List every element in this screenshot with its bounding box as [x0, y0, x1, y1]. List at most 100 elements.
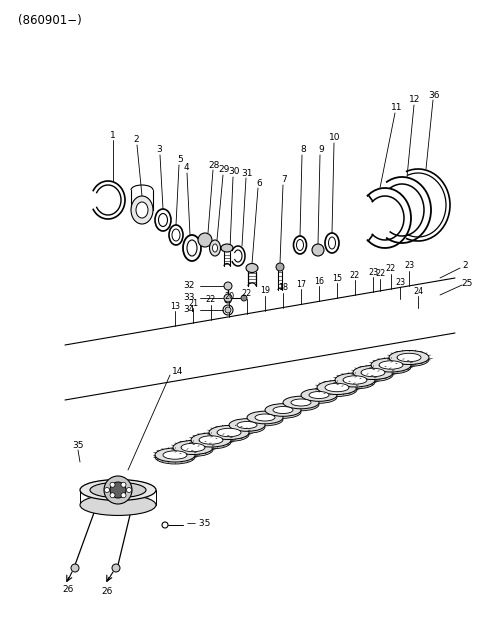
- Text: 22: 22: [386, 265, 396, 273]
- Ellipse shape: [301, 389, 337, 401]
- Circle shape: [224, 294, 232, 302]
- Text: 5: 5: [177, 155, 183, 165]
- Text: 8: 8: [300, 145, 306, 155]
- Text: 31: 31: [241, 168, 253, 177]
- Ellipse shape: [136, 202, 148, 218]
- Ellipse shape: [301, 391, 337, 403]
- Ellipse shape: [172, 229, 180, 241]
- Ellipse shape: [209, 240, 220, 256]
- Ellipse shape: [225, 299, 231, 303]
- Text: 30: 30: [228, 167, 240, 177]
- Ellipse shape: [131, 196, 153, 224]
- Ellipse shape: [379, 361, 403, 369]
- Ellipse shape: [371, 358, 411, 372]
- Circle shape: [241, 295, 247, 301]
- Ellipse shape: [173, 441, 213, 454]
- Ellipse shape: [247, 413, 283, 426]
- Ellipse shape: [217, 428, 241, 437]
- Ellipse shape: [199, 436, 223, 444]
- Text: 33: 33: [183, 293, 195, 303]
- Ellipse shape: [237, 421, 257, 429]
- Ellipse shape: [265, 406, 301, 418]
- Circle shape: [198, 233, 212, 247]
- Circle shape: [225, 307, 231, 313]
- Ellipse shape: [80, 495, 156, 515]
- Ellipse shape: [335, 375, 375, 389]
- Text: 26: 26: [101, 588, 113, 597]
- Ellipse shape: [353, 368, 393, 381]
- Text: 17: 17: [296, 280, 306, 289]
- Circle shape: [127, 487, 132, 492]
- Ellipse shape: [191, 435, 231, 449]
- Text: 20: 20: [224, 292, 234, 301]
- Ellipse shape: [309, 391, 329, 399]
- Ellipse shape: [255, 414, 275, 421]
- Text: 15: 15: [332, 274, 342, 283]
- Text: 18: 18: [278, 283, 288, 292]
- Ellipse shape: [246, 263, 258, 273]
- Text: 1: 1: [110, 130, 116, 140]
- Ellipse shape: [371, 360, 411, 374]
- Ellipse shape: [265, 404, 301, 416]
- Text: 23: 23: [395, 278, 405, 287]
- Ellipse shape: [173, 442, 213, 457]
- Circle shape: [110, 493, 115, 498]
- Text: 4: 4: [183, 163, 189, 172]
- Text: 9: 9: [318, 145, 324, 155]
- Text: 22: 22: [206, 295, 216, 305]
- Ellipse shape: [229, 419, 265, 431]
- Text: 26: 26: [62, 585, 74, 595]
- Ellipse shape: [283, 396, 319, 409]
- Ellipse shape: [389, 351, 429, 364]
- Circle shape: [312, 244, 324, 256]
- Text: 21: 21: [188, 298, 198, 308]
- Text: 22: 22: [375, 270, 385, 278]
- Text: 34: 34: [184, 306, 195, 314]
- Ellipse shape: [291, 399, 311, 406]
- Text: 13: 13: [170, 301, 180, 311]
- Ellipse shape: [80, 480, 156, 500]
- Text: 22: 22: [350, 271, 360, 280]
- Text: 6: 6: [256, 178, 262, 187]
- Text: 24: 24: [413, 287, 423, 296]
- Ellipse shape: [155, 450, 195, 464]
- Circle shape: [105, 487, 109, 492]
- Ellipse shape: [187, 240, 197, 256]
- Circle shape: [110, 482, 126, 498]
- Ellipse shape: [209, 426, 249, 439]
- Ellipse shape: [181, 443, 205, 452]
- Text: 32: 32: [184, 281, 195, 291]
- Ellipse shape: [297, 240, 303, 250]
- Ellipse shape: [353, 366, 393, 379]
- Text: (860901−): (860901−): [18, 14, 82, 27]
- Text: 7: 7: [281, 175, 287, 185]
- Ellipse shape: [90, 482, 146, 498]
- Ellipse shape: [317, 381, 357, 394]
- Text: 22: 22: [242, 290, 252, 298]
- Ellipse shape: [397, 353, 421, 362]
- Ellipse shape: [221, 244, 233, 252]
- Text: 23: 23: [368, 268, 378, 276]
- Text: 12: 12: [409, 95, 420, 104]
- Circle shape: [104, 476, 132, 504]
- Text: — 35: — 35: [187, 519, 210, 527]
- Ellipse shape: [158, 213, 168, 227]
- Circle shape: [121, 493, 126, 498]
- Circle shape: [121, 482, 126, 487]
- Text: 35: 35: [72, 441, 84, 449]
- Text: 23: 23: [404, 261, 414, 270]
- Ellipse shape: [325, 383, 349, 392]
- Ellipse shape: [247, 411, 283, 424]
- Ellipse shape: [155, 448, 195, 462]
- Text: 10: 10: [329, 134, 341, 142]
- Ellipse shape: [361, 368, 385, 377]
- Text: 28: 28: [208, 160, 220, 170]
- Ellipse shape: [389, 353, 429, 366]
- Text: 11: 11: [391, 104, 403, 112]
- Circle shape: [110, 482, 115, 487]
- Text: 3: 3: [156, 145, 162, 155]
- Ellipse shape: [328, 237, 336, 249]
- Ellipse shape: [191, 433, 231, 447]
- Ellipse shape: [283, 398, 319, 411]
- Text: 19: 19: [260, 286, 270, 295]
